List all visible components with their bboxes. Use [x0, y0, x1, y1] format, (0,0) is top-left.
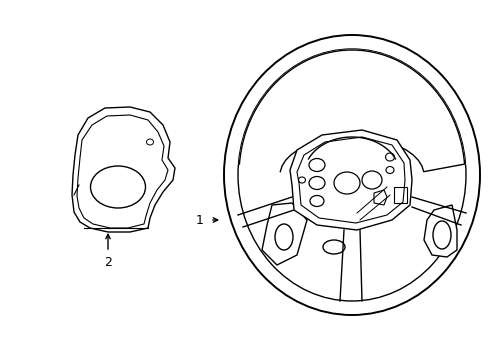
Ellipse shape: [224, 35, 479, 315]
Polygon shape: [289, 130, 411, 230]
Ellipse shape: [238, 49, 465, 301]
Polygon shape: [239, 50, 464, 172]
Polygon shape: [423, 205, 456, 257]
Polygon shape: [72, 107, 175, 232]
Polygon shape: [262, 203, 306, 265]
Text: 1: 1: [196, 213, 203, 226]
Text: 2: 2: [104, 256, 112, 270]
